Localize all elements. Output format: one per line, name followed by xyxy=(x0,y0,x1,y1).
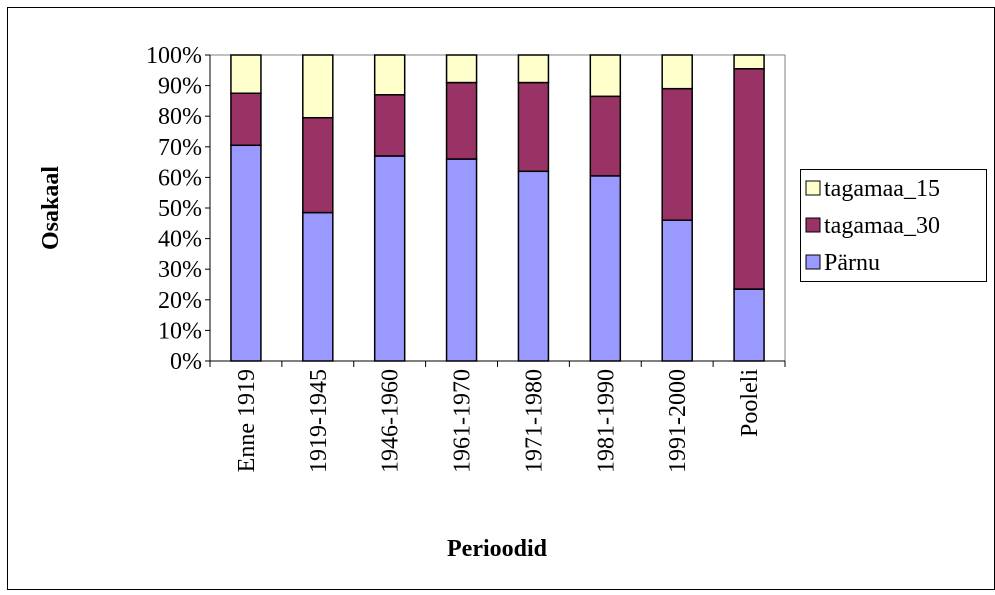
bar-segment xyxy=(302,211,334,362)
legend-label: Pärnu xyxy=(824,250,880,276)
bar-segment xyxy=(302,54,334,119)
x-tick-label: 1961-1970 xyxy=(450,369,476,473)
plot-area xyxy=(209,54,786,362)
x-tick-label: 1991-2000 xyxy=(665,369,691,473)
y-axis-title: Osakaal xyxy=(38,166,64,250)
y-tick-label: 10% xyxy=(158,318,202,344)
legend-label: tagamaa_30 xyxy=(824,213,940,239)
bar-segment xyxy=(661,54,693,90)
y-tick-label: 90% xyxy=(158,74,202,100)
legend-swatch xyxy=(805,254,821,270)
bar-segment xyxy=(373,94,406,157)
legend-swatch xyxy=(805,180,821,196)
bar-segment xyxy=(373,155,406,362)
bar-segment xyxy=(230,54,262,94)
legend: tagamaa_15 tagamaa_30 Pärnu xyxy=(800,169,987,282)
bars-group xyxy=(230,54,765,362)
bar-segment xyxy=(517,170,550,362)
bar-segment xyxy=(445,81,478,160)
bar-segment xyxy=(230,144,262,362)
x-axis: Enne 1919 1919-1945 1946-1960 1961-1970 1971… xyxy=(209,360,786,473)
x-tick-label: 1919-1945 xyxy=(306,369,332,473)
bar-segment xyxy=(445,54,478,84)
bar-segment xyxy=(230,92,262,147)
y-tick-label: 70% xyxy=(158,135,202,161)
bar-segment xyxy=(733,288,765,362)
x-axis-title: Perioodid xyxy=(447,536,548,562)
bar-segment xyxy=(661,87,693,221)
x-tick-label: Pooleli xyxy=(737,369,763,437)
bar-segment xyxy=(302,116,334,214)
x-tick-label: 1981-1990 xyxy=(593,369,619,473)
y-tick-label: 20% xyxy=(158,288,202,314)
legend-label: tagamaa_15 xyxy=(824,176,940,202)
y-tick-label: 0% xyxy=(170,349,202,375)
bar-segment xyxy=(589,175,622,362)
y-tick-label: 80% xyxy=(158,104,202,130)
bar-segment xyxy=(517,54,550,84)
legend-swatch xyxy=(805,217,821,233)
y-tick-label: 50% xyxy=(158,196,202,222)
bar-segment xyxy=(589,54,622,98)
y-tick-label: 40% xyxy=(158,227,202,253)
bar-segment xyxy=(733,68,765,290)
x-tick-label: 1946-1960 xyxy=(378,369,404,473)
x-tick-label: 1971-1980 xyxy=(521,369,547,473)
y-axis: 0% 10% 20% 30% 40% 50% 60% 70% 80% 90% 100% xyxy=(146,43,211,375)
x-tick-label: Enne 1919 xyxy=(234,369,260,472)
y-tick-label: 100% xyxy=(146,43,202,69)
bar-segment xyxy=(373,54,406,96)
y-tick-label: 60% xyxy=(158,165,202,191)
legend-box xyxy=(800,169,987,282)
y-tick-label: 30% xyxy=(158,257,202,283)
bar-segment xyxy=(661,219,693,362)
bar-segment xyxy=(517,81,550,173)
bar-segment xyxy=(733,54,765,70)
bar-segment xyxy=(589,95,622,177)
bar-segment xyxy=(445,158,478,362)
